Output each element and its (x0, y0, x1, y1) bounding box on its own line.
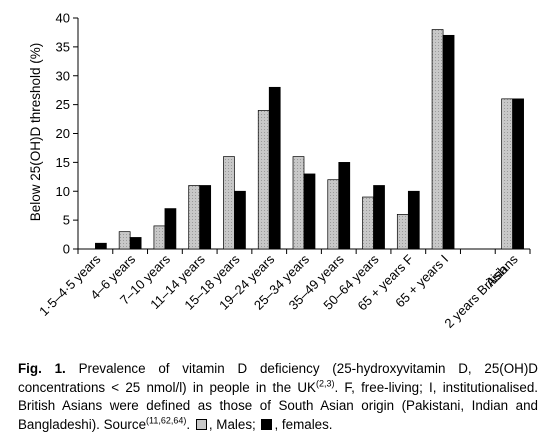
y-axis-label: Below 25(OH)D threshold (%) (28, 43, 43, 222)
x-tick-label: Asians (483, 251, 522, 290)
y-tick-label: 5 (63, 213, 70, 228)
males-swatch (195, 418, 207, 430)
y-tick-label: 30 (56, 68, 70, 83)
bar-males (362, 196, 374, 250)
bar-females (164, 208, 177, 250)
bar-females (234, 190, 246, 250)
bar-males (327, 179, 340, 250)
caption-text-2: . F, free-living; I, institutionalised. … (18, 379, 538, 432)
bar-females (373, 185, 385, 250)
bar-females (512, 98, 524, 250)
bar-males (188, 185, 201, 250)
figure-label: Fig. 1. (18, 361, 66, 376)
y-tick-label: 10 (56, 184, 70, 199)
bar-females (407, 190, 420, 250)
bar-females (338, 162, 351, 250)
bar-females (268, 86, 281, 250)
y-tick-label: 35 (56, 39, 70, 54)
figure-caption: Fig. 1. Prevalence of vitamin D deficien… (18, 361, 538, 432)
bar-males (292, 156, 305, 250)
bar-males (118, 231, 131, 250)
y-tick-label: 20 (56, 126, 70, 141)
bar-males (396, 214, 409, 250)
bar-males (223, 156, 235, 250)
y-tick-label: 25 (56, 97, 70, 112)
bar-females (442, 34, 455, 250)
bar-males (431, 29, 444, 250)
bar-males (153, 225, 166, 250)
caption-text-1: Prevalence of vitamin D deficiency (25-h… (18, 361, 538, 395)
y-tick-label: 0 (63, 242, 70, 257)
bar-females (95, 242, 107, 250)
y-tick-label: 40 (56, 11, 70, 26)
y-tick-label: 15 (56, 155, 70, 170)
bar-females (303, 173, 316, 250)
caption-ref-1: (2,3) (315, 378, 335, 389)
caption-ref-2: (11,62,64) (146, 415, 187, 426)
males-legend-text: , Males; (208, 416, 256, 432)
bar-females (199, 185, 212, 250)
bar-females (129, 237, 142, 250)
females-swatch (261, 418, 273, 430)
bar-males (257, 110, 270, 250)
bar-males (501, 98, 513, 250)
females-legend-text: , females. (274, 416, 333, 432)
